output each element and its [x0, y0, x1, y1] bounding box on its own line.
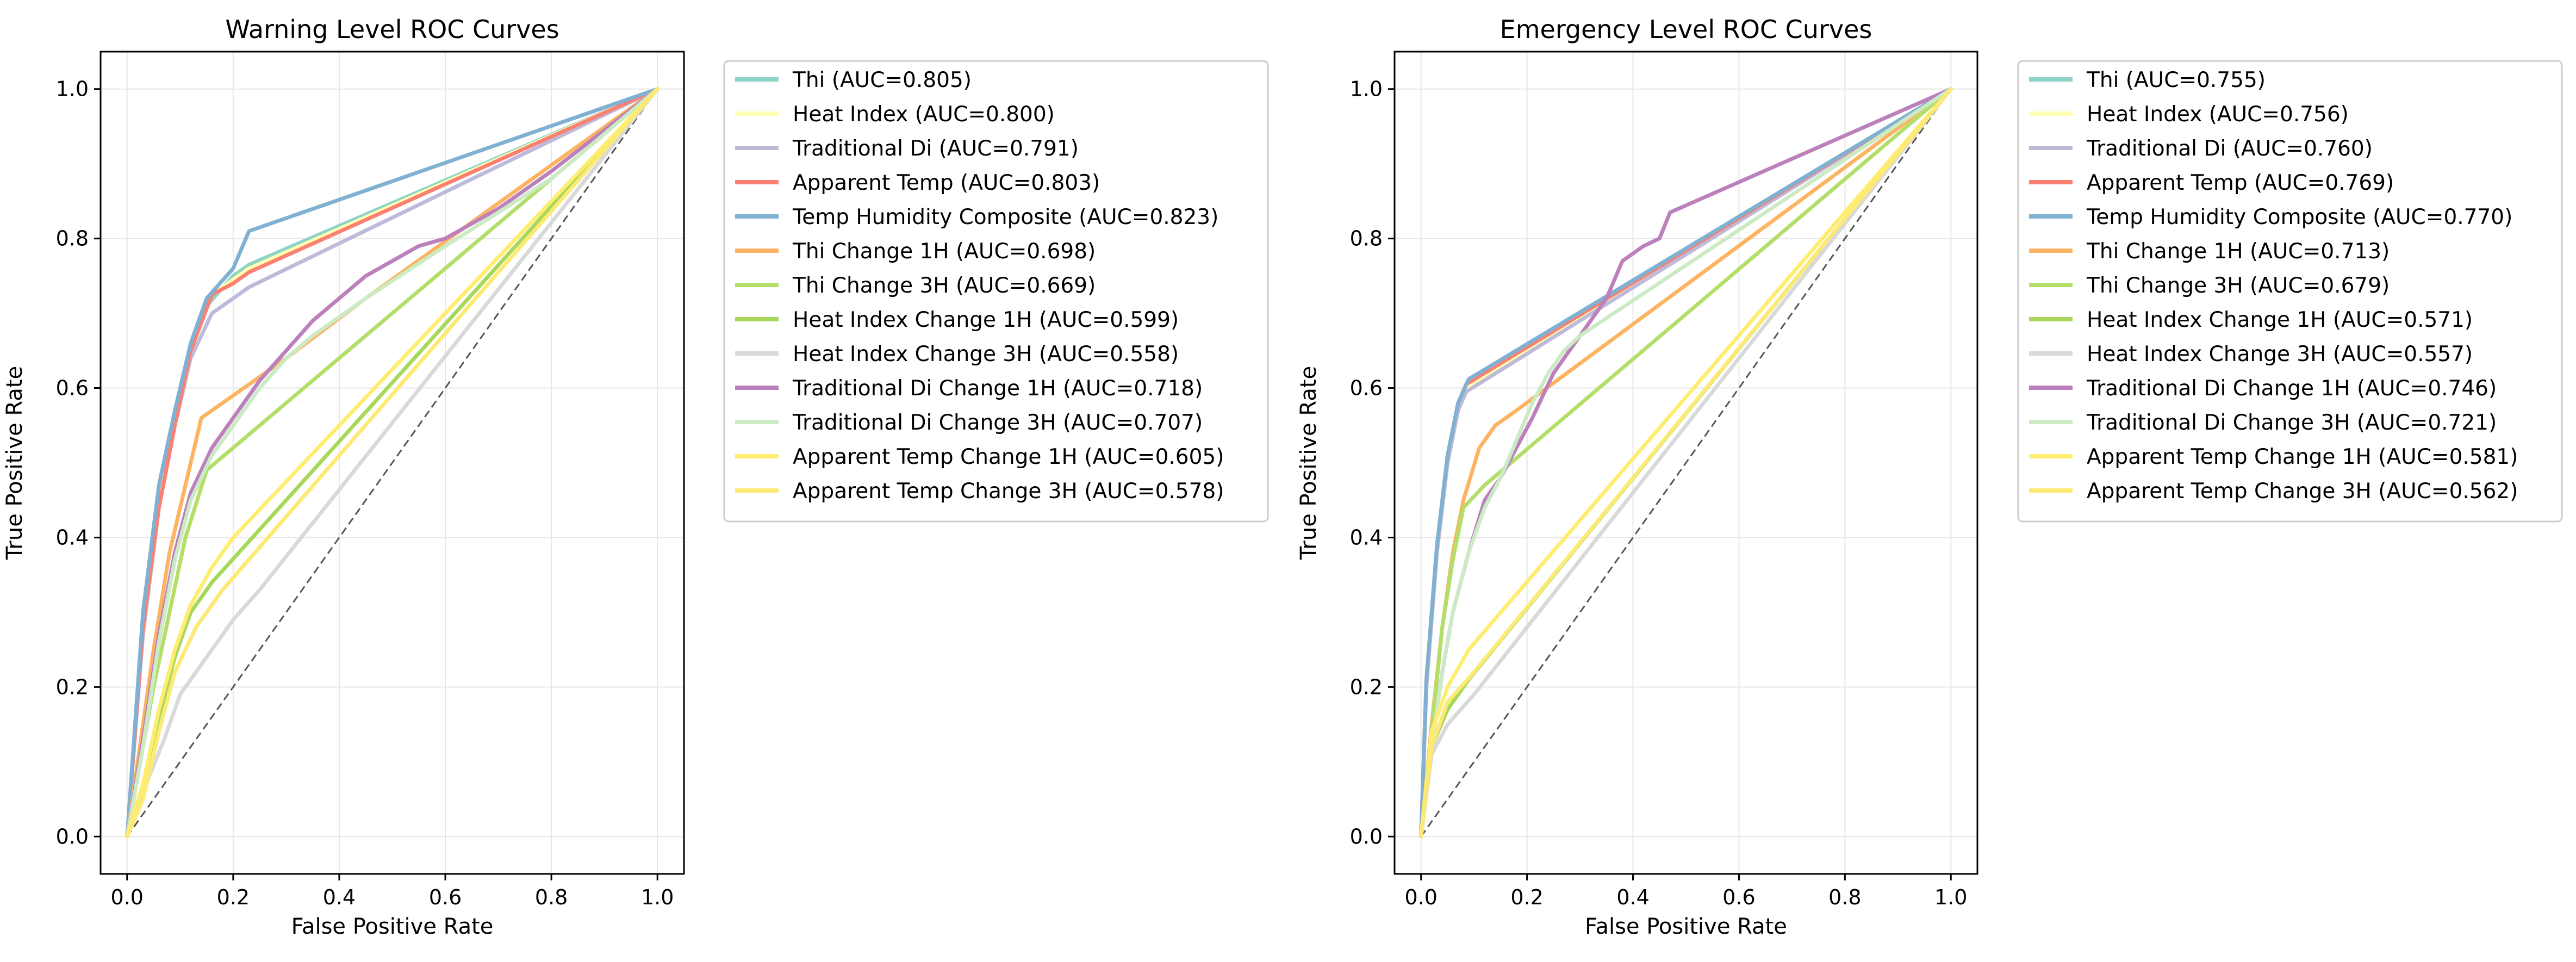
- y-tick-label: 0.6: [56, 376, 89, 400]
- roc-curve-12: [125, 87, 659, 839]
- legend-entry: Thi (AUC=0.805): [792, 68, 972, 92]
- chart-panel-2: 0.0 0.2 0.4 0.6 0.8 1.0 0.0 0.2 0.4 0.6 0.8 1.0 Emer…: [1296, 15, 2563, 939]
- legend-box: [723, 60, 1269, 523]
- x-axis-label: False Positive Rate: [1585, 914, 1787, 939]
- legend-entry: Heat Index Change 3H (AUC=0.558): [793, 342, 1179, 367]
- y-tick-label: 0.4: [1350, 525, 1383, 549]
- y-tick-label: 1.0: [1350, 77, 1383, 101]
- random-classifier-diagonal: [126, 88, 658, 837]
- y-axis-label: True Positive Rate: [1296, 366, 1321, 560]
- legend-entry: Heat Index Change 1H (AUC=0.599): [793, 308, 1179, 332]
- roc-curve-6: [125, 87, 659, 839]
- x-tick-label: 0.0: [111, 885, 144, 909]
- legend-box: [2017, 60, 2563, 523]
- legend-entry: Traditional Di (AUC=0.760): [2086, 136, 2373, 161]
- legend-entry: Traditional Di (AUC=0.791): [792, 136, 1079, 161]
- legend-entry: Traditional Di Change 3H (AUC=0.707): [792, 411, 1203, 435]
- x-tick-label: 0.6: [1722, 885, 1755, 909]
- y-tick-label: 0.8: [1350, 227, 1383, 251]
- legend-entry: Traditional Di Change 3H (AUC=0.721): [2086, 411, 2497, 435]
- chart-title: Warning Level ROC Curves: [225, 15, 559, 44]
- legend-entry: Apparent Temp Change 3H (AUC=0.562): [2087, 479, 2518, 504]
- legend-entry: Thi Change 1H (AUC=0.713): [2086, 239, 2390, 264]
- roc-curve-5: [125, 87, 659, 839]
- x-tick-label: 1.0: [641, 885, 674, 909]
- legend-entry: Heat Index (AUC=0.800): [793, 102, 1055, 127]
- legend-entry: Thi (AUC=0.755): [2086, 68, 2266, 92]
- y-axis-label: True Positive Rate: [2, 366, 27, 560]
- y-tick-label: 0.6: [1350, 376, 1383, 400]
- legend-entry: Apparent Temp (AUC=0.803): [793, 171, 1100, 195]
- y-tick-label: 1.0: [56, 77, 89, 101]
- plot-frame: [1393, 51, 1978, 875]
- chart-title: Emergency Level ROC Curves: [1500, 15, 1872, 44]
- roc-curve-13: [1419, 87, 1953, 839]
- x-tick-label: 0.0: [1405, 885, 1438, 909]
- x-tick-label: 0.4: [1616, 885, 1649, 909]
- x-tick-label: 0.2: [217, 885, 250, 909]
- legend-entry: Heat Index Change 1H (AUC=0.571): [2087, 308, 2473, 332]
- x-tick-label: 0.8: [535, 885, 568, 909]
- x-tick-label: 0.6: [429, 885, 462, 909]
- chart-panel-1: 0.0 0.2 0.4 0.6 0.8 1.0 0.0 0.2 0.4 0.6 0.8 1.0 Warn…: [2, 15, 1269, 939]
- x-tick-label: 0.4: [323, 885, 356, 909]
- legend-entry: Traditional Di Change 1H (AUC=0.746): [2086, 376, 2497, 401]
- y-tick-label: 0.0: [56, 824, 89, 848]
- legend: Thi (AUC=0.805) Heat Index (AUC=0.800) Tra…: [723, 60, 1269, 523]
- legend: Thi (AUC=0.755) Heat Index (AUC=0.756) Tra…: [2017, 60, 2563, 523]
- y-tick-label: 0.2: [1350, 675, 1383, 699]
- legend-entry: Traditional Di Change 1H (AUC=0.718): [792, 376, 1203, 401]
- y-tick-label: 0.8: [56, 227, 89, 251]
- legend-entry: Thi Change 3H (AUC=0.669): [792, 274, 1096, 298]
- legend-entry: Heat Index Change 3H (AUC=0.557): [2087, 342, 2473, 367]
- x-tick-label: 1.0: [1934, 885, 1967, 909]
- x-tick-label: 0.8: [1828, 885, 1861, 909]
- y-tick-label: 0.4: [56, 525, 89, 549]
- x-axis-label: False Positive Rate: [291, 914, 494, 939]
- x-tick-label: 0.2: [1510, 885, 1543, 909]
- roc-curve-11: [125, 87, 659, 839]
- legend-entry: Thi Change 3H (AUC=0.679): [2086, 274, 2390, 298]
- legend-entry: Thi Change 1H (AUC=0.698): [792, 239, 1096, 264]
- y-tick-label: 0.2: [56, 675, 89, 699]
- legend-entry: Apparent Temp Change 3H (AUC=0.578): [793, 479, 1224, 504]
- roc-curve-11: [1419, 87, 1953, 839]
- legend-entry: Apparent Temp (AUC=0.769): [2087, 171, 2394, 195]
- legend-entry: Temp Humidity Composite (AUC=0.770): [2086, 205, 2512, 229]
- roc-curve-5: [1419, 87, 1953, 839]
- legend-entry: Heat Index (AUC=0.756): [2087, 102, 2349, 127]
- legend-entry: Apparent Temp Change 1H (AUC=0.605): [793, 445, 1224, 469]
- legend-entry: Temp Humidity Composite (AUC=0.823): [792, 205, 1218, 229]
- random-classifier-diagonal: [1420, 88, 1952, 837]
- roc-curve-13: [125, 87, 659, 839]
- plot-frame: [99, 51, 685, 875]
- legend-entry: Apparent Temp Change 1H (AUC=0.581): [2087, 445, 2518, 469]
- y-tick-label: 0.0: [1350, 824, 1383, 848]
